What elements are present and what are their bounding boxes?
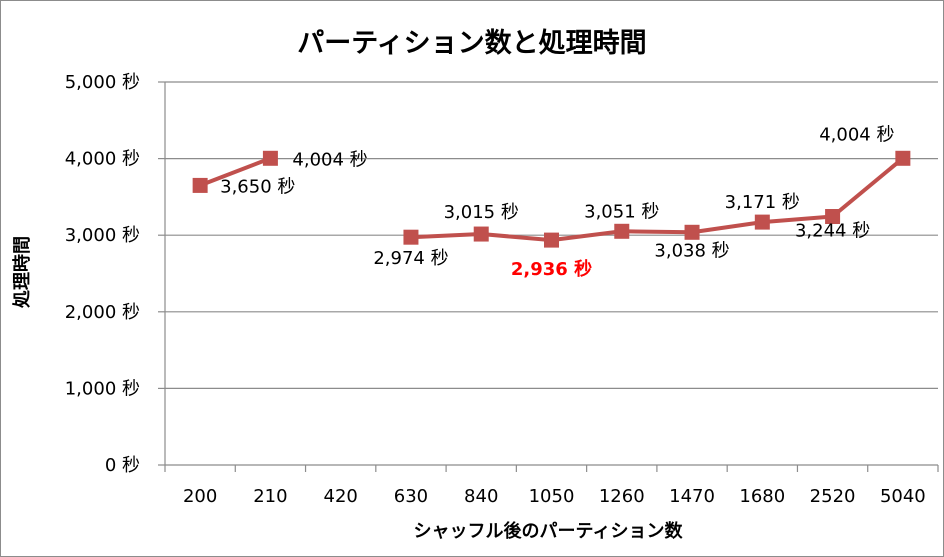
x-tick-label: 2520 xyxy=(810,486,856,507)
data-label: 4,004 秒 xyxy=(819,124,894,145)
x-tick-label: 1680 xyxy=(739,486,785,507)
data-point xyxy=(895,150,911,166)
data-point xyxy=(262,150,278,166)
x-axis-title: シャッフル後のパーティション数 xyxy=(414,520,684,542)
series-line xyxy=(199,156,905,243)
chart-title: パーティション数と処理時間 xyxy=(297,27,646,59)
x-tick-label: 200 xyxy=(183,486,217,507)
data-point xyxy=(192,177,208,193)
gridlines xyxy=(165,81,938,389)
data-label: 4,004 秒 xyxy=(292,149,367,170)
x-tick-label: 1470 xyxy=(669,486,715,507)
x-tick-label: 210 xyxy=(253,486,287,507)
y-tick-label: 2,000 秒 xyxy=(65,302,140,323)
x-tick-label: 1260 xyxy=(599,486,645,507)
y-tick-label: 1,000 秒 xyxy=(65,378,140,399)
y-tick-label: 0 秒 xyxy=(105,455,140,476)
data-label: 3,650 秒 xyxy=(220,176,295,197)
y-tick-labels: 0 秒 1,000 秒 2,000 秒 3,000 秒 4,000 秒 5,000 秒 xyxy=(65,72,140,476)
x-tick-label: 630 xyxy=(394,486,428,507)
series-line-segment xyxy=(410,156,905,243)
y-tick-label: 4,000 秒 xyxy=(65,149,140,170)
data-label: 3,244 秒 xyxy=(795,221,870,242)
data-label: 3,171 秒 xyxy=(725,192,800,213)
data-label: 3,038 秒 xyxy=(654,240,729,261)
data-point xyxy=(544,232,559,248)
series-line-segment xyxy=(199,156,272,188)
y-tick-label: 5,000 秒 xyxy=(65,72,140,93)
x-tick-labels: 200 210 420 630 840 1050 1260 1470 1680 2520 5040 xyxy=(183,486,926,507)
x-tick-label: 840 xyxy=(464,486,498,507)
x-tick-label: 1050 xyxy=(529,486,575,507)
data-point xyxy=(614,223,630,239)
y-tick-label: 3,000 秒 xyxy=(65,225,140,246)
data-point xyxy=(473,226,489,242)
data-label: 2,974 秒 xyxy=(373,248,448,269)
y-axis-title: 処理時間 xyxy=(11,236,33,308)
data-label: 3,015 秒 xyxy=(444,202,519,223)
data-point xyxy=(684,224,700,240)
x-tick-label: 5040 xyxy=(880,486,926,507)
data-point xyxy=(403,229,419,245)
x-tick-label: 420 xyxy=(324,486,358,507)
data-label: 3,051 秒 xyxy=(584,201,659,222)
axes xyxy=(158,81,939,472)
data-label-highlight: 2,936 秒 xyxy=(511,258,592,280)
data-point xyxy=(825,209,841,225)
data-point xyxy=(754,214,770,230)
data-labels: 3,650 秒 4,004 秒 2,974 秒 3,015 秒 2,936 秒 3,051… xyxy=(220,124,894,280)
series-markers xyxy=(192,150,911,248)
